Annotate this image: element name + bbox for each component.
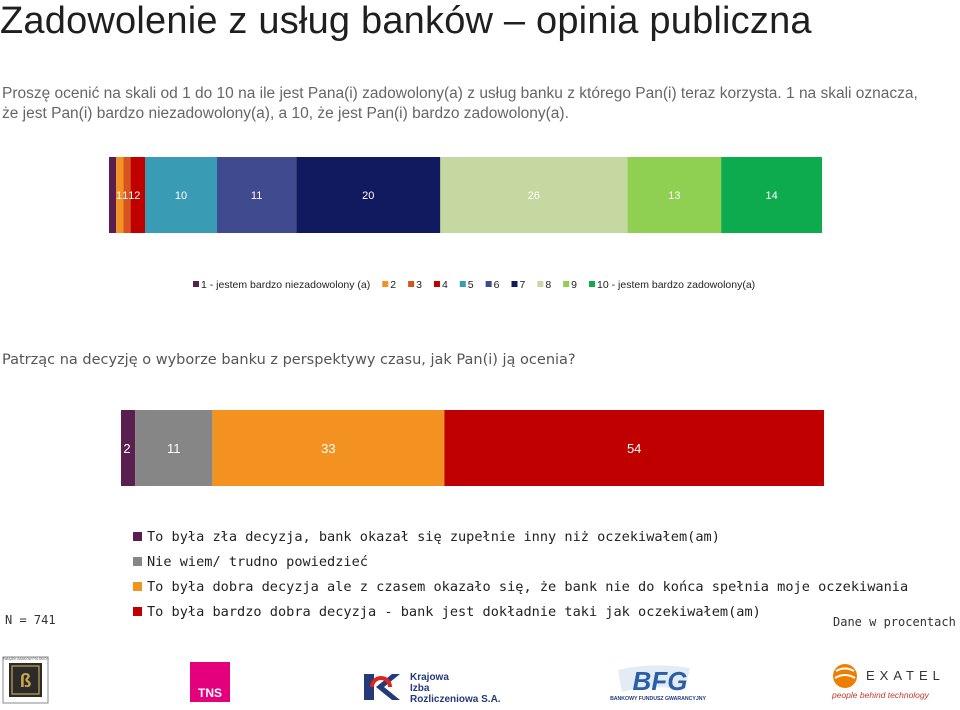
chart1-bar-8 bbox=[440, 157, 628, 233]
chart2-label-1: 2 bbox=[123, 441, 130, 456]
chart2-bar-3 bbox=[212, 410, 445, 486]
sample-size: N = 741 bbox=[5, 613, 56, 627]
kir-line-1: Krajowa bbox=[410, 672, 449, 683]
chart1-label-7: 20 bbox=[362, 190, 374, 202]
chart1-legend-label-10: 10 - jestem bardzo zadowolony(a) bbox=[597, 279, 755, 291]
chart2-legend-item-3: To była dobra decyzja ale z czasem okaza… bbox=[133, 574, 908, 599]
zbp-logo: ß ZWIĄZEK BANKÓW POLSKICH bbox=[2, 656, 49, 704]
page-title: Zadowolenie z usług banków – opinia publ… bbox=[0, 0, 812, 42]
chart1-bar-1 bbox=[109, 157, 117, 233]
chart1-legend-swatch-9 bbox=[563, 281, 570, 287]
chart2-legend-swatch-4 bbox=[133, 607, 142, 616]
bank-choice-chart: 2 11 33 54 bbox=[121, 410, 824, 486]
chart1-legend-label-8: 8 bbox=[545, 279, 551, 291]
chart2-legend-label-2: Nie wiem/ trudno powiedzieć bbox=[147, 553, 368, 570]
chart1-bar-9 bbox=[627, 157, 722, 233]
chart2-bar-1 bbox=[121, 410, 136, 486]
chart1-bar-3 bbox=[123, 157, 131, 233]
chart1-legend-label-7: 7 bbox=[519, 279, 525, 291]
chart1-label-1: 1 bbox=[116, 190, 122, 202]
chart1-bar-6 bbox=[217, 157, 297, 233]
chart1-legend-label-1: 1 - jestem bardzo niezadowolony (a) bbox=[201, 279, 370, 291]
chart1-legend-swatch-8 bbox=[537, 281, 544, 287]
chart2-legend-swatch-1 bbox=[133, 532, 142, 541]
bfg-text: BFG bbox=[633, 666, 688, 696]
chart1-bar-7 bbox=[296, 157, 441, 233]
chart1-legend-label-5: 5 bbox=[468, 279, 474, 291]
chart1-legend-label-4: 4 bbox=[442, 279, 448, 291]
chart2-legend-item-2: Nie wiem/ trudno powiedzieć bbox=[133, 549, 853, 574]
chart2-legend-item-1: To była zła decyzja, bank okazał się zup… bbox=[133, 524, 853, 549]
zbp-caption: ZWIĄZEK BANKÓW POLSKICH bbox=[2, 656, 49, 661]
question-satisfaction: Proszę ocenić na skali od 1 do 10 na ile… bbox=[2, 85, 918, 122]
question-bank-choice: Patrząc na decyzję o wyborze banku z per… bbox=[2, 352, 576, 368]
kir-line-3: Rozliczeniowa S.A. bbox=[410, 694, 501, 705]
chart1-legend-swatch-10 bbox=[589, 281, 596, 287]
chart1-label-5: 10 bbox=[175, 190, 187, 202]
chart1-label-3: 1 bbox=[128, 190, 134, 202]
bank-choice-legend: To była zła decyzja, bank okazał się zup… bbox=[133, 524, 908, 624]
chart2-legend-label-3: To była dobra decyzja ale z czasem okaza… bbox=[147, 578, 909, 595]
chart2-legend-swatch-2 bbox=[133, 557, 142, 566]
chart1-legend-swatch-3 bbox=[408, 281, 415, 287]
unit-note: Dane w procentach bbox=[833, 615, 956, 629]
kir-logo: Krajowa Izba Rozliczeniowa S.A. bbox=[364, 672, 501, 705]
exatel-logo: EXATEL people behind technology bbox=[831, 664, 945, 700]
svg-text:ß: ß bbox=[20, 671, 32, 692]
chart1-legend-label-6: 6 bbox=[494, 279, 500, 291]
chart1-bar-5 bbox=[145, 157, 218, 233]
chart1-label-6: 11 bbox=[251, 190, 262, 202]
chart1-label-4: 2 bbox=[134, 190, 140, 202]
exatel-text: EXATEL bbox=[866, 668, 945, 683]
chart2-bar-4 bbox=[444, 410, 824, 486]
chart1-bar-4 bbox=[130, 157, 146, 233]
chart2-label-4: 54 bbox=[627, 441, 641, 456]
tns-text: TNS bbox=[198, 686, 222, 700]
chart2-bar-2 bbox=[135, 410, 213, 486]
chart1-legend-label-2: 2 bbox=[390, 279, 396, 291]
chart1-legend-swatch-5 bbox=[459, 281, 466, 287]
chart1-label-10: 14 bbox=[765, 190, 777, 202]
chart2-legend-swatch-3 bbox=[133, 582, 142, 591]
chart1-legend-swatch-1 bbox=[193, 281, 199, 287]
chart1-label-9: 13 bbox=[668, 190, 680, 202]
chart1-bar-10 bbox=[721, 157, 822, 233]
chart1-legend-label-9: 9 bbox=[571, 279, 577, 291]
chart1-legend-swatch-2 bbox=[382, 281, 389, 287]
chart1-legend-label-3: 3 bbox=[416, 279, 422, 291]
chart1-legend-swatch-4 bbox=[433, 281, 440, 287]
kir-line-2: Izba bbox=[410, 683, 430, 694]
chart2-legend-item-4: To była bardzo dobra decyzja - bank jest… bbox=[133, 599, 853, 624]
satisfaction-chart: 1 1 1 2 10 11 20 26 13 14 1 - jestem bardzo nieza… bbox=[109, 157, 822, 291]
chart2-legend-label-1: To była zła decyzja, bank okazał się zup… bbox=[147, 528, 720, 545]
tns-logo: TNS bbox=[190, 662, 230, 702]
footer-logos: ß ZWIĄZEK BANKÓW POLSKICH TNS Krajowa Iz… bbox=[2, 656, 945, 705]
chart1-legend-swatch-7 bbox=[511, 281, 518, 287]
chart1-legend-swatch-6 bbox=[485, 281, 492, 287]
chart1-label-8: 26 bbox=[528, 190, 540, 202]
chart2-legend-label-4: To była bardzo dobra decyzja - bank jest… bbox=[147, 603, 761, 620]
chart1-bar-2 bbox=[116, 157, 124, 233]
bfg-caption: BANKOWY FUNDUSZ GWARANCYJNY bbox=[610, 696, 706, 702]
chart1-label-2: 1 bbox=[122, 190, 128, 202]
exatel-tagline: people behind technology bbox=[831, 690, 930, 700]
chart2-label-2: 11 bbox=[167, 441, 181, 456]
chart2-label-3: 33 bbox=[321, 441, 335, 456]
bfg-logo: BFG BANKOWY FUNDUSZ GWARANCYJNY bbox=[610, 665, 706, 702]
